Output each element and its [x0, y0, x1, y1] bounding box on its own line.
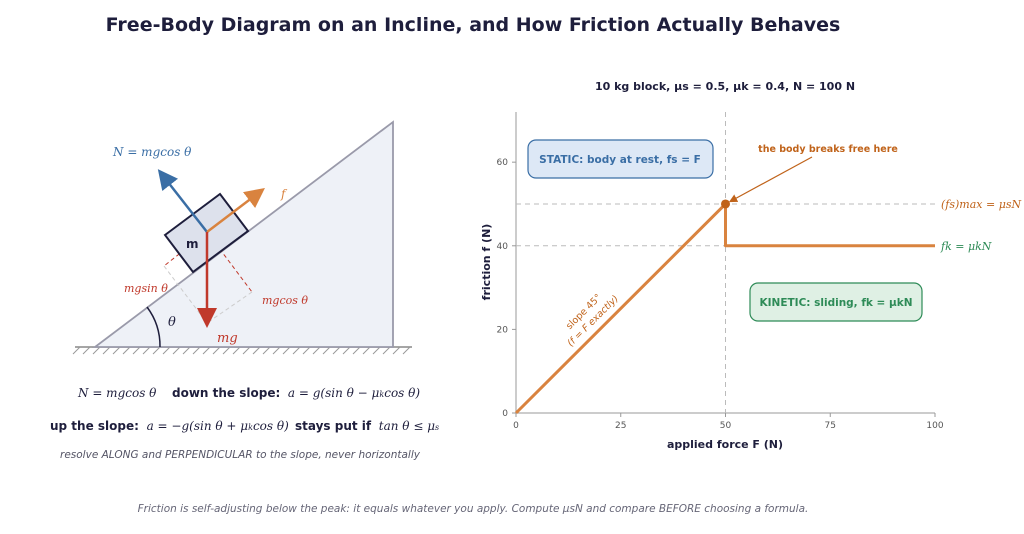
friction-chart: 10 kg block, μs = 0.5, μk = 0.4, N = 100…	[480, 80, 1021, 451]
x-tick-label: 0	[513, 421, 519, 431]
footer-note: Friction is self-adjusting below the pea…	[137, 503, 809, 515]
hatch-mark	[342, 346, 351, 355]
hatch-mark	[382, 346, 391, 355]
x-tick-label: 100	[926, 421, 943, 431]
stays-put-label: stays put if	[295, 419, 372, 433]
up-slope-label: up the slope:	[50, 419, 139, 433]
hatch-mark	[242, 346, 251, 355]
hatch-mark	[372, 346, 381, 355]
peak-point	[721, 199, 730, 209]
down-slope-equation: down the slope: a = g(sin θ − μkcos θ)	[172, 386, 421, 400]
kinetic-box	[749, 282, 923, 322]
x-axis-label: applied force F (N)	[667, 438, 783, 451]
chart-title: 10 kg block, μs = 0.5, μk = 0.4, N = 100…	[595, 80, 855, 93]
breaks-free-label: the body breaks free here	[758, 144, 898, 155]
reference-line-label: (fs)max = μsN	[941, 198, 1021, 211]
hatch-mark	[142, 346, 151, 355]
angle-arc	[146, 306, 161, 348]
hatch-mark	[112, 346, 121, 355]
hatch-mark	[122, 346, 131, 355]
stays-put-equation: stays put if tan θ ≤ μs	[295, 419, 440, 433]
sin-component-label: mgsin θ	[124, 282, 168, 295]
hatch-mark	[72, 346, 81, 355]
hatch-mark	[182, 346, 191, 355]
angle-label: θ	[168, 315, 176, 330]
up-slope-formula: a = −g(sin θ + μ	[146, 419, 249, 433]
resolve-note: resolve ALONG and PERPENDICULAR to the s…	[60, 449, 420, 461]
hatch-mark	[152, 346, 161, 355]
normal-force-label: N = mgcos θ	[112, 145, 192, 159]
hatch-mark	[102, 346, 111, 355]
x-tick-label: 50	[720, 421, 732, 431]
series-line-friction	[514, 202, 935, 415]
hatch-mark	[262, 346, 271, 355]
hatch-mark	[212, 346, 221, 355]
normal-equation: N = mgcos θ	[78, 386, 156, 400]
hatch-mark	[202, 346, 211, 355]
y-tick-label: 40	[497, 242, 509, 252]
cos-component-line	[206, 231, 253, 293]
y-axis-label: friction f (N)	[480, 224, 493, 301]
hatch-mark	[272, 346, 281, 355]
hatch-mark	[222, 346, 231, 355]
block-label: m	[186, 237, 199, 251]
hatch-mark	[352, 346, 361, 355]
reference-line-label: fk = μkN	[940, 240, 992, 253]
series-group	[514, 199, 935, 415]
tick-labels: 0 25 50 75 100 0 20 40 60	[497, 158, 944, 431]
hatch-mark	[232, 346, 241, 355]
y-tick-label: 60	[497, 158, 509, 168]
hatch-mark	[282, 346, 291, 355]
hatch-mark	[132, 346, 141, 355]
y-tick-label: 0	[502, 409, 508, 419]
hatch-mark	[292, 346, 301, 355]
hatch-mark	[192, 346, 201, 355]
down-slope-label: down the slope:	[172, 386, 281, 400]
y-tick-label: 20	[497, 325, 509, 335]
normal-equation-text: N = mgcos θ	[78, 386, 157, 400]
up-slope-equation: up the slope: a = −g(sin θ + μkcos θ)	[50, 419, 289, 433]
page-title: Free-Body Diagram on an Incline, and How…	[105, 14, 841, 36]
weight-label: mg	[217, 331, 238, 346]
hatch-mark	[172, 346, 181, 355]
hatch-mark	[402, 346, 411, 355]
breaks-free-arrow	[728, 156, 813, 203]
friction-force-arrow	[206, 187, 265, 233]
static-box-text: STATIC: body at rest, fs = F	[539, 154, 701, 166]
normal-force-arrow	[157, 169, 208, 233]
hatch-mark	[322, 346, 331, 355]
down-slope-formula: a = g(sin θ − μ	[287, 386, 380, 400]
hatch-mark	[362, 346, 371, 355]
hatch-mark	[332, 346, 341, 355]
x-tick-label: 75	[825, 421, 836, 431]
hatch-mark	[392, 346, 401, 355]
incline-diagram: θ m N = mgcos θ f mg mgsin θ mgcos θ	[72, 120, 412, 355]
hatch-mark	[92, 346, 101, 355]
kinetic-box-text: KINETIC: sliding, fk = μkN	[760, 297, 913, 309]
hatch-mark	[162, 346, 171, 355]
static-box	[527, 139, 714, 179]
hatch-mark	[302, 346, 311, 355]
friction-force-label: f	[280, 187, 288, 201]
stays-put-formula: tan θ ≤ μ	[378, 419, 436, 433]
hatch-mark	[252, 346, 261, 355]
hatch-mark	[82, 346, 91, 355]
hatch-mark	[312, 346, 321, 355]
x-tick-label: 25	[615, 421, 626, 431]
cos-component-label: mgcos θ	[262, 294, 308, 307]
